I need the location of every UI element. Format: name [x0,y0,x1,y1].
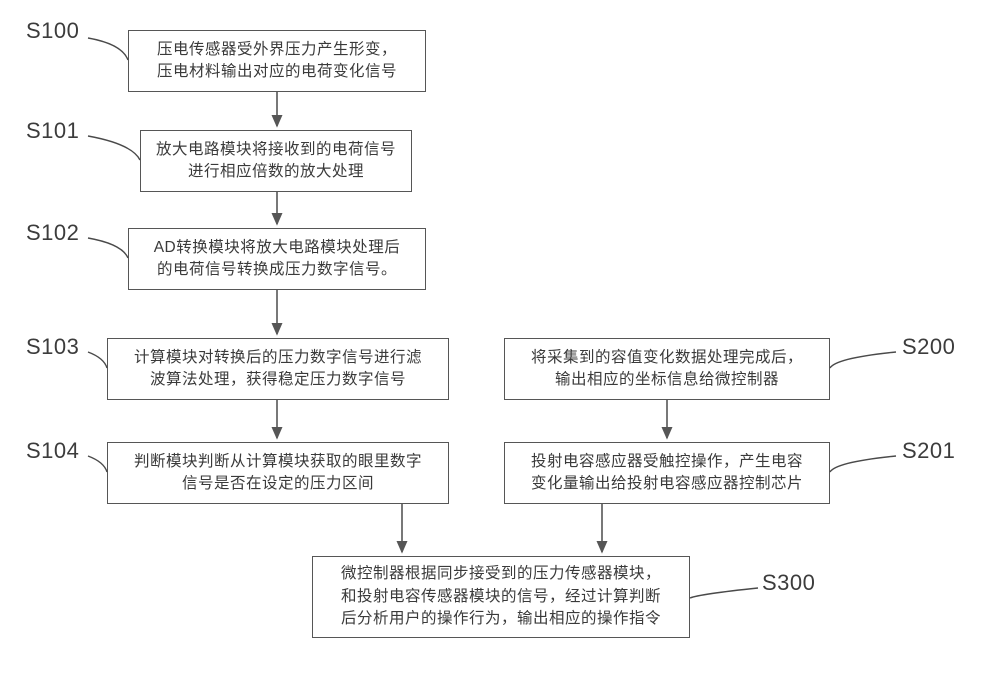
s101-line1: 放大电路模块将接收到的电荷信号 [156,141,396,158]
connector-s104 [88,456,107,472]
s102-line2: 的电荷信号转换成压力数字信号。 [157,261,397,278]
step-s201: 投射电容感应器受触控操作，产生电容 变化量输出给投射电容感应器控制芯片 [504,442,830,504]
flowchart-canvas: 压电传感器受外界压力产生形变， 压电材料输出对应的电荷变化信号 放大电路模块将接… [0,0,1000,674]
s103-line2: 波算法处理，获得稳定压力数字信号 [150,371,406,388]
label-s104: S104 [26,438,79,464]
s103-line1: 计算模块对转换后的压力数字信号进行滤 [134,349,422,366]
s300-line1: 微控制器根据同步接受到的压力传感器模块， [341,565,661,582]
s104-line1: 判断模块判断从计算模块获取的眼里数字 [134,453,422,470]
step-s200: 将采集到的容值变化数据处理完成后， 输出相应的坐标信息给微控制器 [504,338,830,400]
s200-line1: 将采集到的容值变化数据处理完成后， [531,349,803,366]
label-s300: S300 [762,570,815,596]
connector-s101 [88,136,140,160]
s104-line2: 信号是否在设定的压力区间 [182,475,374,492]
label-s101: S101 [26,118,79,144]
s101-line2: 进行相应倍数的放大处理 [188,163,364,180]
s201-line1: 投射电容感应器受触控操作，产生电容 [531,453,803,470]
connector-s200 [830,352,896,368]
s300-line3: 后分析用户的操作行为，输出相应的操作指令 [341,610,661,627]
step-s104: 判断模块判断从计算模块获取的眼里数字 信号是否在设定的压力区间 [107,442,449,504]
label-s100: S100 [26,18,79,44]
label-s201: S201 [902,438,955,464]
s300-line2: 和投射电容传感器模块的信号，经过计算判断 [341,588,661,605]
connector-s102 [88,238,128,258]
step-s103: 计算模块对转换后的压力数字信号进行滤 波算法处理，获得稳定压力数字信号 [107,338,449,400]
connector-s103 [88,352,107,368]
step-s300: 微控制器根据同步接受到的压力传感器模块， 和投射电容传感器模块的信号，经过计算判… [312,556,690,638]
connector-s201 [830,456,896,472]
s100-line2: 压电材料输出对应的电荷变化信号 [157,63,397,80]
connector-s300 [690,588,758,598]
s201-line2: 变化量输出给投射电容感应器控制芯片 [531,475,803,492]
s100-line1: 压电传感器受外界压力产生形变， [157,41,397,58]
step-s102: AD转换模块将放大电路模块处理后 的电荷信号转换成压力数字信号。 [128,228,426,290]
s102-line1: AD转换模块将放大电路模块处理后 [154,239,401,256]
label-s103: S103 [26,334,79,360]
step-s100: 压电传感器受外界压力产生形变， 压电材料输出对应的电荷变化信号 [128,30,426,92]
s200-line2: 输出相应的坐标信息给微控制器 [555,371,779,388]
label-s200: S200 [902,334,955,360]
connector-s100 [88,38,128,60]
label-s102: S102 [26,220,79,246]
step-s101: 放大电路模块将接收到的电荷信号 进行相应倍数的放大处理 [140,130,412,192]
